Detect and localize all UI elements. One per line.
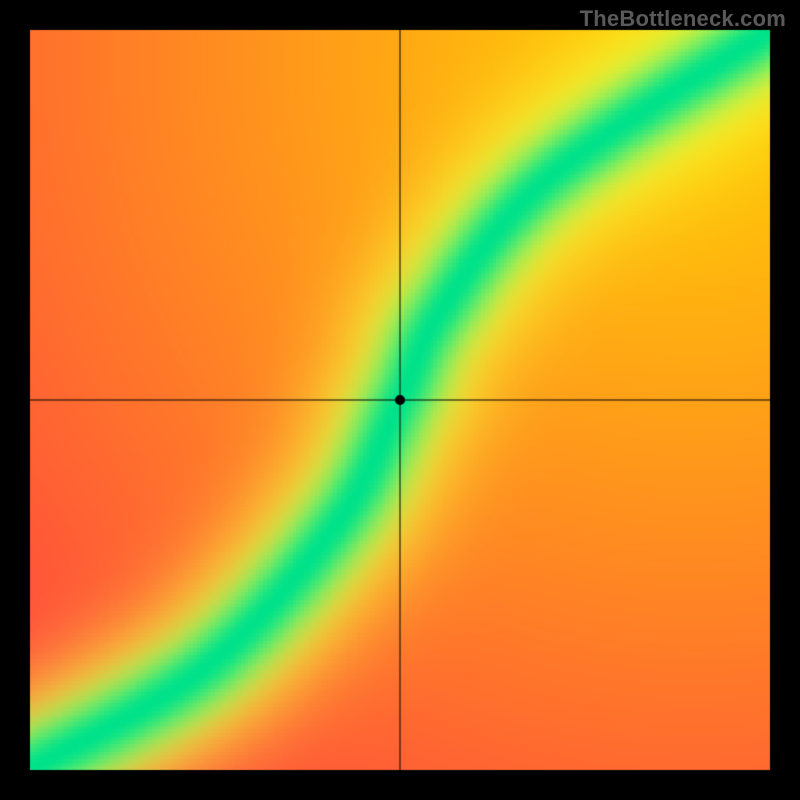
bottleneck-heatmap-canvas <box>0 0 800 800</box>
watermark-text: TheBottleneck.com <box>580 6 786 32</box>
chart-stage: TheBottleneck.com <box>0 0 800 800</box>
